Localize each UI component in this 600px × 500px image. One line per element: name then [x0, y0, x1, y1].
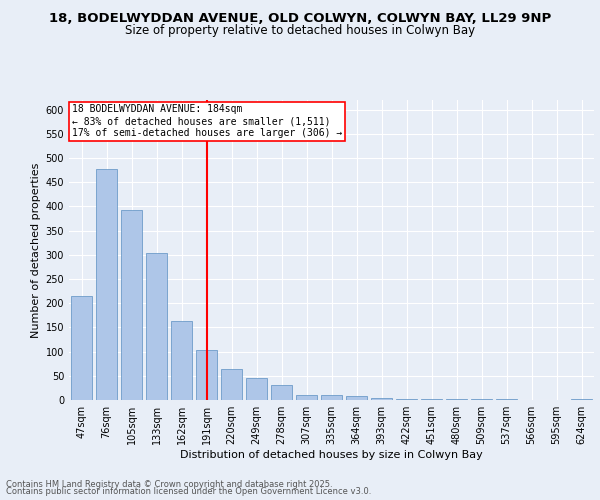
Text: Size of property relative to detached houses in Colwyn Bay: Size of property relative to detached ho…	[125, 24, 475, 37]
Bar	[321, 395, 342, 400]
Bar	[221, 369, 242, 400]
Text: Contains public sector information licensed under the Open Government Licence v3: Contains public sector information licen…	[6, 487, 371, 496]
Text: Contains HM Land Registry data © Crown copyright and database right 2025.: Contains HM Land Registry data © Crown c…	[6, 480, 332, 489]
Bar	[171, 321, 192, 400]
Bar	[496, 399, 517, 400]
Bar	[121, 210, 142, 400]
Bar	[146, 254, 167, 400]
Bar	[421, 398, 442, 400]
Bar	[571, 398, 592, 400]
X-axis label: Distribution of detached houses by size in Colwyn Bay: Distribution of detached houses by size …	[180, 450, 483, 460]
Bar	[246, 378, 267, 400]
Bar	[396, 398, 417, 400]
Bar	[346, 396, 367, 400]
Text: 18 BODELWYDDAN AVENUE: 184sqm
← 83% of detached houses are smaller (1,511)
17% o: 18 BODELWYDDAN AVENUE: 184sqm ← 83% of d…	[71, 104, 342, 138]
Y-axis label: Number of detached properties: Number of detached properties	[31, 162, 41, 338]
Bar	[71, 296, 92, 400]
Bar	[371, 398, 392, 400]
Bar	[196, 350, 217, 400]
Bar	[296, 395, 317, 400]
Bar	[271, 385, 292, 400]
Bar	[96, 168, 117, 400]
Bar	[446, 399, 467, 400]
Text: 18, BODELWYDDAN AVENUE, OLD COLWYN, COLWYN BAY, LL29 9NP: 18, BODELWYDDAN AVENUE, OLD COLWYN, COLW…	[49, 12, 551, 26]
Bar	[471, 399, 492, 400]
